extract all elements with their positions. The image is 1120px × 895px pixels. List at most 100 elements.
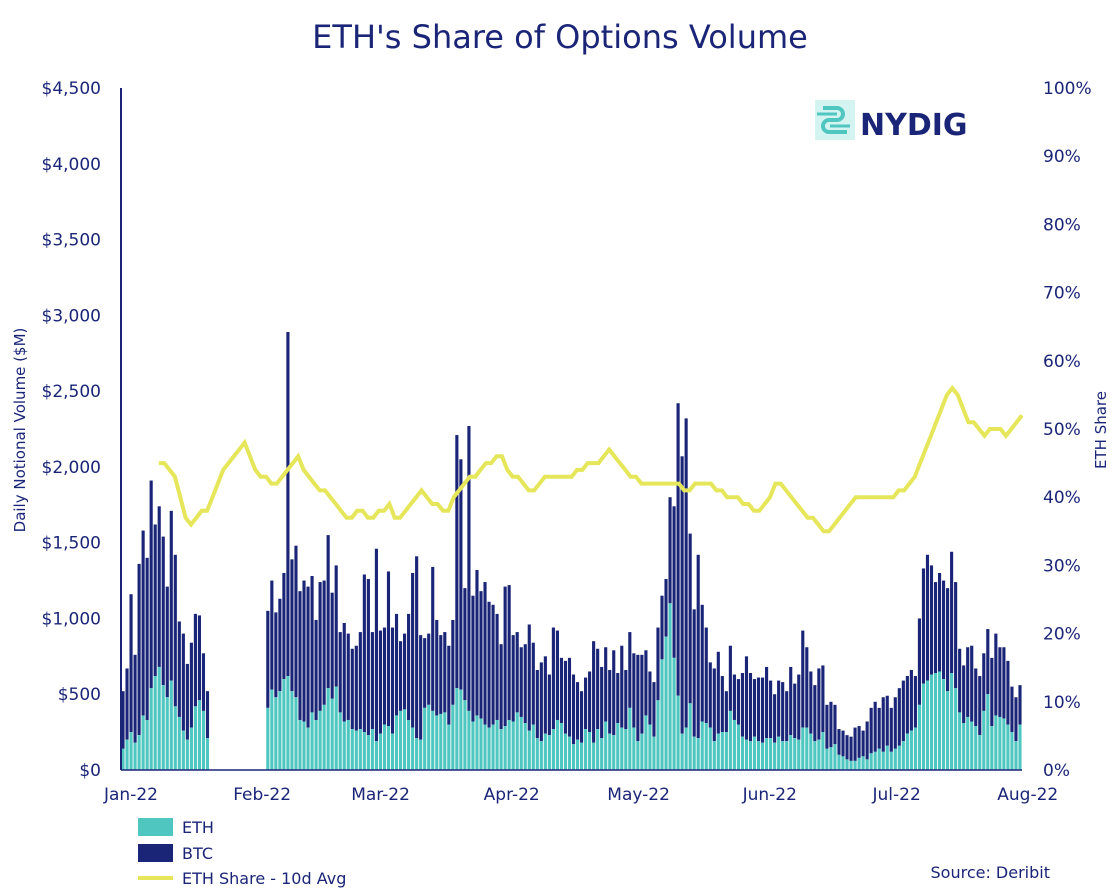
btc-bar bbox=[994, 633, 998, 716]
eth-bar bbox=[785, 741, 789, 770]
btc-bar bbox=[310, 576, 314, 713]
eth-bar bbox=[338, 712, 342, 770]
btc-bar bbox=[419, 635, 423, 740]
eth-bar bbox=[845, 759, 849, 770]
btc-bar bbox=[326, 535, 330, 689]
eth-bar bbox=[716, 733, 720, 770]
eth-bar bbox=[415, 738, 419, 770]
eth-bar bbox=[994, 715, 998, 770]
eth-bar bbox=[129, 732, 133, 770]
eth-bar bbox=[925, 680, 930, 770]
btc-bar bbox=[503, 586, 507, 727]
btc-bar bbox=[736, 679, 740, 725]
btc-bar bbox=[692, 609, 696, 737]
btc-bar bbox=[411, 572, 415, 728]
y2-tick-label: 10% bbox=[1043, 693, 1081, 713]
btc-bar bbox=[853, 727, 857, 761]
btc-bar bbox=[732, 674, 736, 720]
btc-bar bbox=[302, 580, 306, 722]
eth-bar bbox=[531, 724, 535, 770]
eth-bar bbox=[342, 721, 346, 770]
eth-bar bbox=[443, 712, 447, 770]
eth-bar bbox=[748, 741, 753, 770]
btc-bar bbox=[897, 688, 901, 746]
btc-bar bbox=[752, 679, 757, 737]
btc-bar bbox=[555, 630, 559, 720]
eth-bar bbox=[604, 721, 608, 770]
eth-bar bbox=[555, 719, 559, 770]
btc-bar bbox=[809, 671, 813, 734]
btc-bar bbox=[785, 691, 789, 742]
eth-bar bbox=[567, 736, 572, 770]
eth-bar bbox=[765, 738, 769, 770]
eth-bar bbox=[592, 742, 596, 770]
eth-bar bbox=[378, 733, 383, 770]
eth-bar bbox=[527, 730, 531, 770]
btc-bar bbox=[415, 556, 419, 739]
eth-bar bbox=[688, 703, 692, 770]
eth-bar bbox=[656, 700, 660, 770]
btc-bar bbox=[463, 588, 467, 701]
eth-bar bbox=[893, 748, 897, 770]
eth-bar bbox=[398, 710, 403, 770]
btc-bar bbox=[704, 627, 708, 724]
y-tick-label: $4,500 bbox=[42, 79, 101, 99]
eth-bar bbox=[551, 729, 555, 770]
eth-bar bbox=[777, 736, 781, 770]
eth-bar bbox=[917, 704, 921, 770]
eth-bar bbox=[648, 724, 652, 770]
btc-bar bbox=[986, 629, 990, 695]
btc-bar bbox=[748, 673, 753, 742]
btc-bar bbox=[350, 648, 354, 730]
btc-bar bbox=[1002, 647, 1006, 719]
eth-bar bbox=[455, 688, 459, 770]
btc-bar bbox=[941, 580, 946, 680]
eth-bar bbox=[386, 726, 391, 770]
eth-bar bbox=[728, 710, 732, 770]
btc-bar bbox=[173, 554, 177, 707]
y2-tick-label: 0% bbox=[1043, 761, 1070, 781]
btc-bar bbox=[946, 588, 950, 692]
btc-bar bbox=[688, 533, 692, 704]
eth-bar bbox=[668, 603, 672, 770]
eth-bar bbox=[503, 726, 507, 770]
eth-bar bbox=[704, 723, 708, 770]
btc-bar bbox=[177, 621, 181, 717]
eth-bar bbox=[857, 757, 861, 770]
nydig-logo-icon bbox=[815, 100, 855, 140]
btc-bar bbox=[189, 642, 193, 728]
legend: ETH BTC ETH Share - 10d Avg bbox=[138, 818, 346, 888]
eth-bar bbox=[411, 727, 415, 770]
eth-bar bbox=[644, 715, 648, 770]
eth-bar bbox=[873, 751, 877, 770]
eth-bar bbox=[801, 727, 805, 770]
btc-bar bbox=[278, 598, 282, 692]
btc-bar bbox=[728, 645, 732, 711]
y2-tick-label: 40% bbox=[1043, 488, 1081, 508]
eth-bar bbox=[724, 732, 728, 770]
eth-bar bbox=[547, 735, 551, 770]
eth-bar bbox=[165, 697, 169, 770]
eth-bar bbox=[471, 721, 475, 770]
eth-bar bbox=[310, 712, 314, 770]
btc-bar bbox=[958, 648, 962, 713]
eth-bar bbox=[149, 688, 153, 770]
btc-bar bbox=[201, 653, 206, 711]
eth-bar bbox=[318, 710, 322, 770]
eth-bar bbox=[515, 712, 519, 770]
eth-bar bbox=[314, 719, 318, 770]
eth-bar bbox=[584, 729, 588, 770]
eth-bar bbox=[632, 727, 636, 770]
btc-bar bbox=[137, 563, 141, 736]
btc-bar bbox=[600, 666, 604, 739]
eth-bar bbox=[290, 691, 294, 770]
btc-bar bbox=[483, 582, 487, 725]
eth-bar bbox=[861, 756, 865, 770]
btc-bar bbox=[193, 613, 197, 707]
btc-bar bbox=[386, 571, 391, 727]
eth-bar bbox=[350, 729, 354, 770]
btc-bar bbox=[539, 662, 543, 742]
y2-tick-label: 20% bbox=[1043, 625, 1081, 645]
btc-bar bbox=[676, 403, 680, 696]
eth-bar bbox=[141, 715, 145, 770]
